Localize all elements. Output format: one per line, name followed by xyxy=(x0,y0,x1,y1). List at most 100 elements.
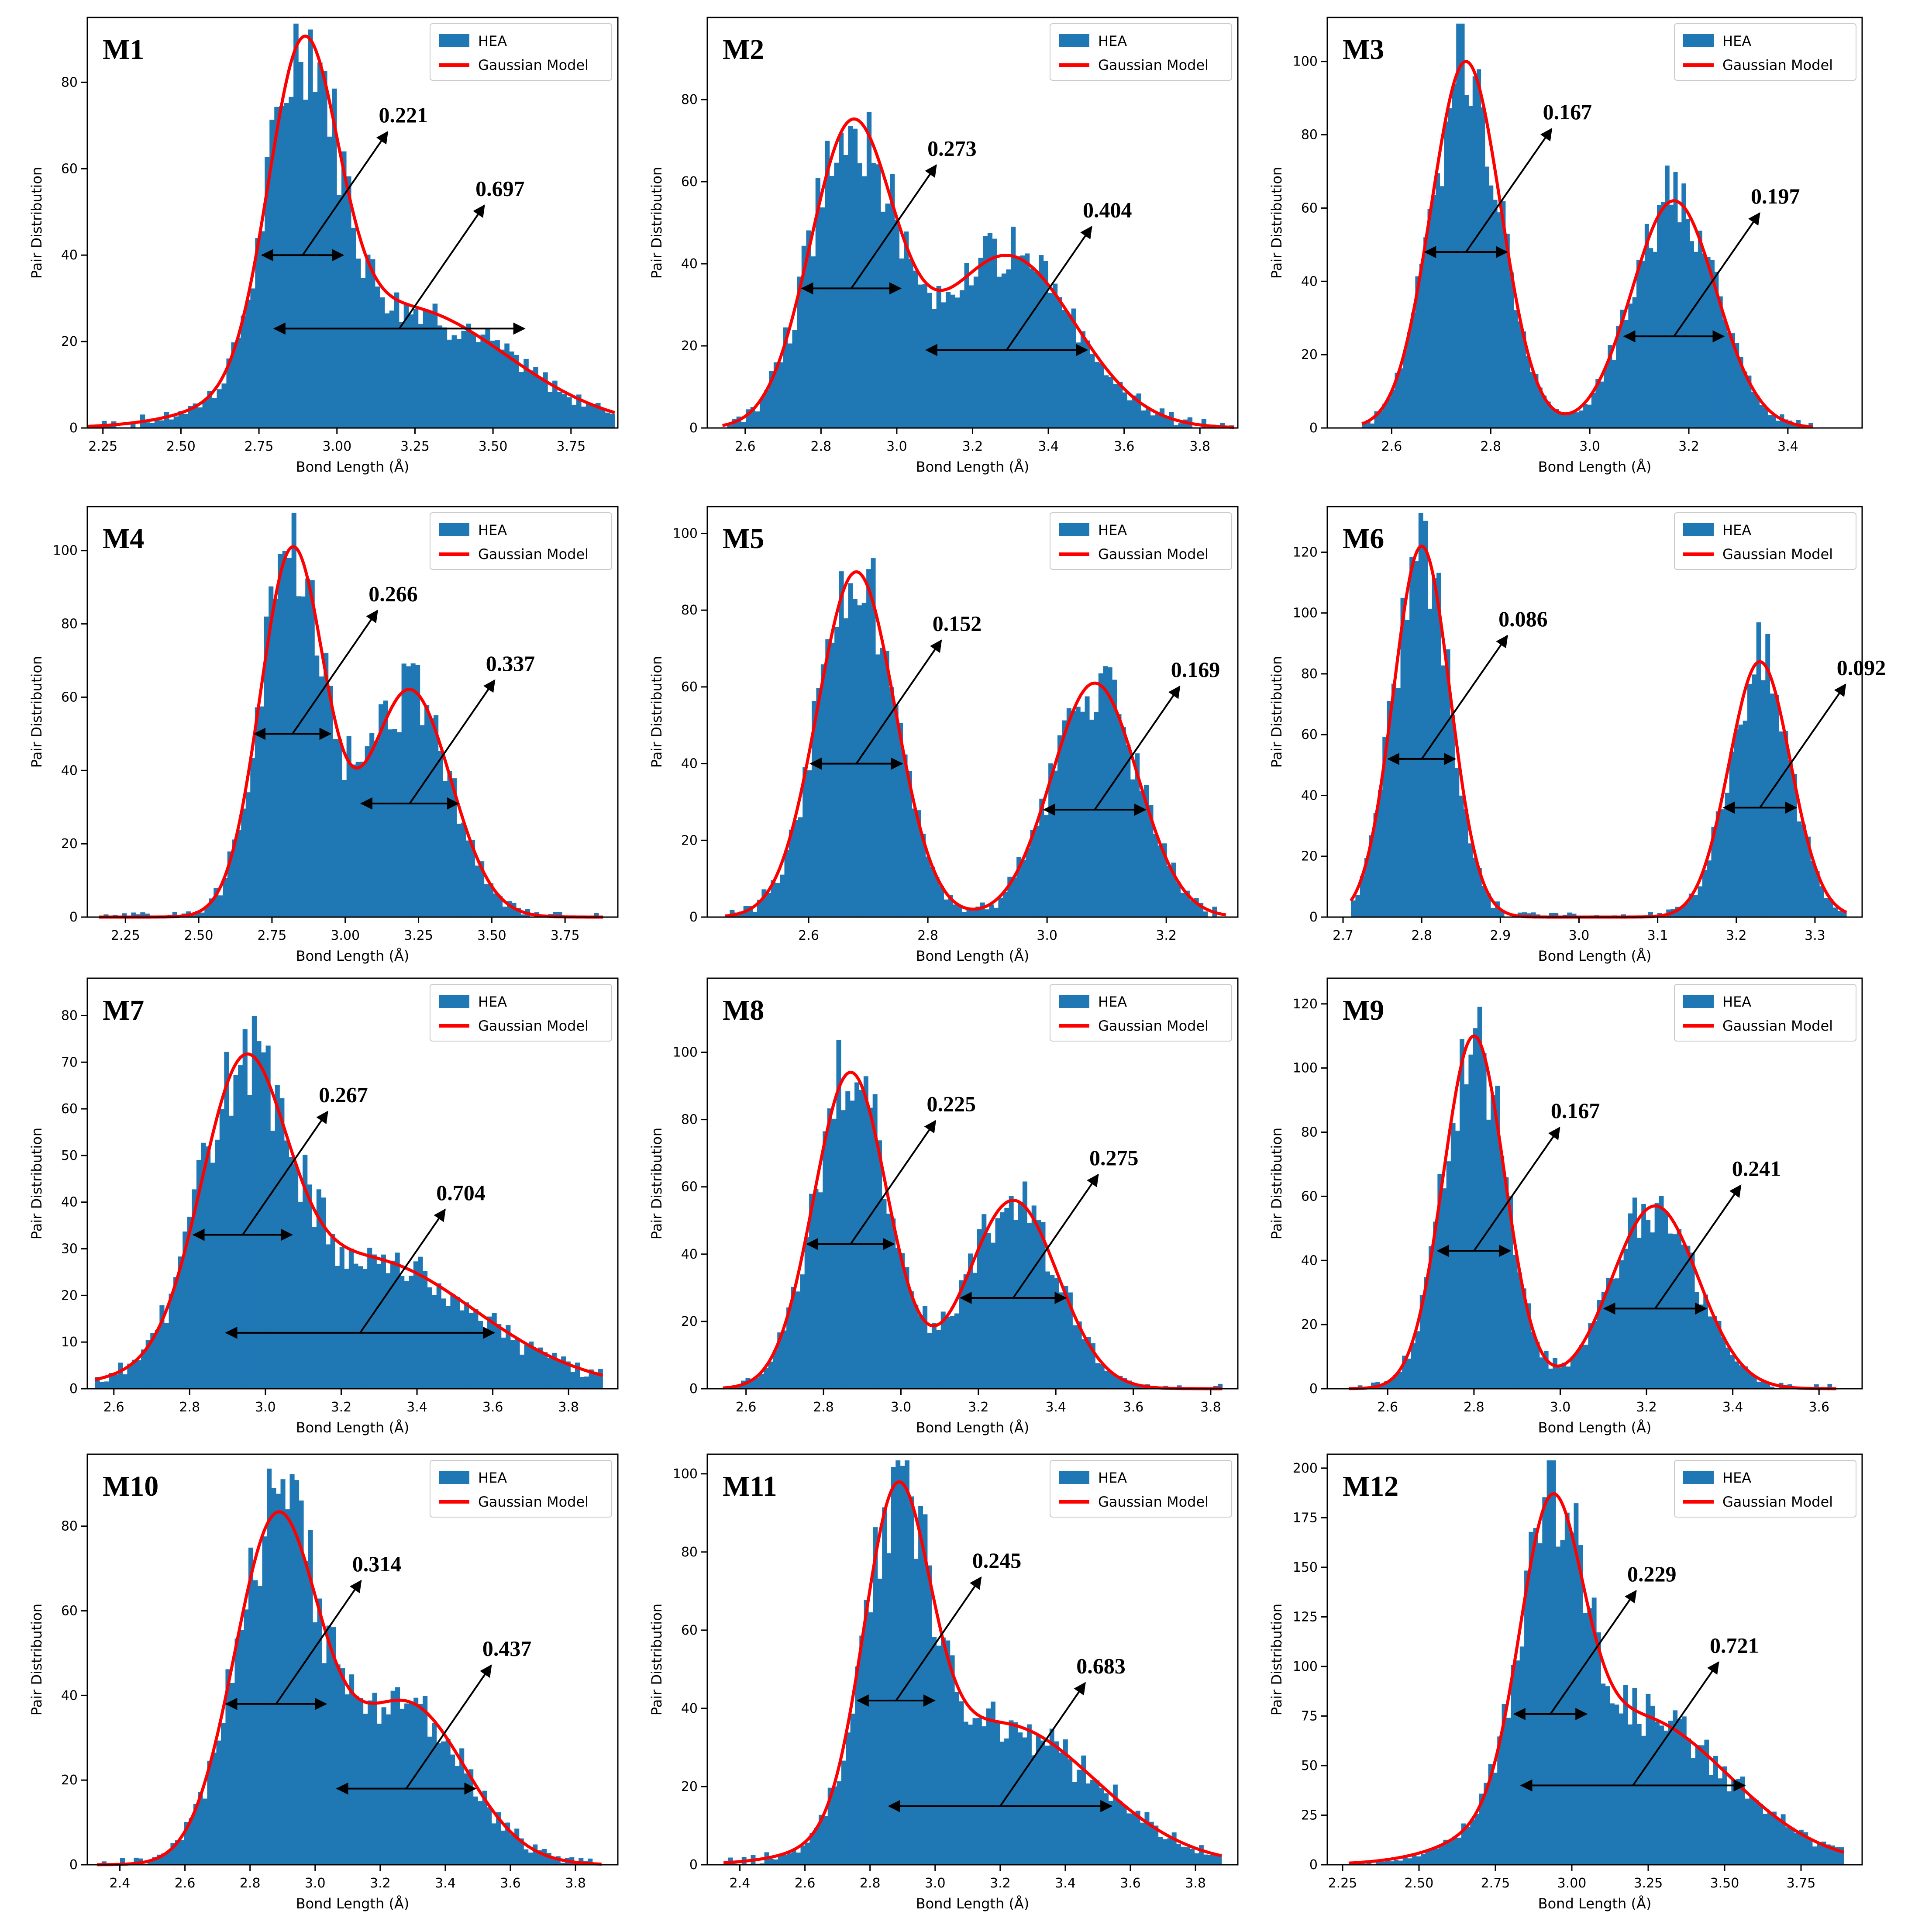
gaussian-fit-line xyxy=(1361,60,1813,429)
hist-bar xyxy=(1131,1813,1136,1865)
panel-title: M7 xyxy=(103,994,144,1026)
hist-bar xyxy=(1434,1848,1439,1865)
fwhm-annotation: 0.092 xyxy=(1722,655,1886,814)
hist-bar xyxy=(1099,363,1104,428)
legend-swatch-hea xyxy=(439,523,469,536)
hist-bar xyxy=(156,1854,162,1865)
hist-bar xyxy=(1767,1812,1772,1865)
hist-bar xyxy=(245,300,251,428)
hist-bar xyxy=(1738,724,1743,917)
fwhm-value-label: 0.266 xyxy=(369,581,418,606)
x-tick-label: 2.8 xyxy=(1464,1400,1484,1415)
panel-title: M3 xyxy=(1343,34,1384,66)
hist-bar xyxy=(1763,407,1768,428)
hist-bar xyxy=(183,1231,188,1389)
hist-bar xyxy=(987,233,993,428)
hist-bar xyxy=(932,309,937,428)
hist-bar xyxy=(278,554,283,917)
hist-bar xyxy=(1164,417,1169,428)
y-tick-label: 200 xyxy=(1293,1461,1318,1476)
x-axis-label: Bond Length (Å) xyxy=(916,948,1030,964)
legend: HEA Gaussian Model xyxy=(430,512,612,570)
y-tick-label: 100 xyxy=(1293,1061,1318,1076)
hist-bar xyxy=(1388,1379,1394,1389)
hist-bar xyxy=(809,1194,814,1389)
hist-bar xyxy=(289,97,294,428)
hist-bar xyxy=(995,1722,1000,1865)
x-tick-label: 2.25 xyxy=(88,439,117,454)
x-tick-label: 3.4 xyxy=(1038,439,1059,454)
hist-bar xyxy=(1675,907,1680,917)
hist-bar xyxy=(1141,410,1146,428)
hist-bar xyxy=(381,1254,386,1389)
y-axis-label: Pair Distribution xyxy=(1268,1604,1285,1715)
y-tick-label: 0 xyxy=(69,910,78,925)
hist-bar xyxy=(745,409,751,428)
hist-bar xyxy=(247,1095,252,1389)
hist-bar xyxy=(173,1277,179,1389)
chart-panel-m11: 2.4 2.6 2.8 3.0 3.2 3.4 3.6 3.8 0 20 40 60 80 100 Bond… xyxy=(648,1453,1239,1912)
hist-bar xyxy=(1491,1095,1495,1389)
hist-bar xyxy=(528,370,534,428)
y-tick-label: 100 xyxy=(1293,606,1318,621)
hist-bar xyxy=(1463,808,1468,917)
hist-bar xyxy=(1212,1854,1217,1865)
hist-bar xyxy=(1543,1350,1549,1389)
hist-bar xyxy=(1090,1780,1095,1865)
hist-bar xyxy=(238,1065,243,1389)
x-tick-label: 2.25 xyxy=(111,928,140,943)
x-tick-label: 2.4 xyxy=(730,1876,751,1891)
hist-bar xyxy=(605,412,610,428)
y-tick-label: 0 xyxy=(689,1381,698,1397)
hist-bar xyxy=(556,1361,561,1389)
legend-label-gaussian: Gaussian Model xyxy=(1098,1494,1209,1510)
hist-bar xyxy=(1162,843,1167,917)
hist-bar xyxy=(164,412,169,428)
hist-bar xyxy=(355,762,361,917)
hist-bar xyxy=(1702,869,1707,917)
hist-bar xyxy=(429,718,434,917)
hist-bar xyxy=(986,1233,991,1389)
hist-bar xyxy=(992,238,997,428)
hist-bar xyxy=(1022,1181,1027,1389)
y-tick-label: 80 xyxy=(61,1519,78,1534)
hist-bar xyxy=(324,653,329,917)
legend-box xyxy=(430,1460,612,1518)
hist-bar xyxy=(173,416,179,428)
hist-bar xyxy=(1725,793,1730,917)
x-tick-label: 3.0 xyxy=(1569,928,1590,943)
hist-bar xyxy=(1455,1131,1460,1389)
panel-title: M12 xyxy=(1343,1470,1398,1502)
hist-bar xyxy=(1099,1788,1104,1865)
hist-bar xyxy=(161,1853,166,1865)
hist-bar xyxy=(179,1840,185,1865)
hist-bar xyxy=(1374,411,1379,428)
hist-bar xyxy=(465,840,471,917)
hist-bar xyxy=(1045,1746,1050,1865)
hist-bar xyxy=(551,1352,557,1389)
x-tick-label: 3.2 xyxy=(990,1876,1011,1891)
hist-bar xyxy=(195,911,200,917)
hist-bar xyxy=(1089,719,1094,917)
hist-bar xyxy=(1080,331,1086,428)
hist-bar xyxy=(1018,1732,1023,1865)
hist-bar xyxy=(1519,1646,1525,1865)
y-tick-label: 80 xyxy=(61,75,78,90)
hist-bar xyxy=(353,1263,358,1389)
hist-bar xyxy=(1385,1861,1390,1865)
hist-bar xyxy=(475,865,480,917)
hist-bar xyxy=(319,676,324,917)
hist-bar xyxy=(1423,237,1428,428)
hist-bar xyxy=(1058,1753,1064,1865)
hist-bar xyxy=(768,1858,774,1865)
hist-bar xyxy=(1391,389,1395,428)
hist-bar xyxy=(1020,255,1025,428)
hist-bar xyxy=(957,906,962,917)
hist-bar xyxy=(368,1700,373,1865)
hist-bar xyxy=(787,1853,792,1865)
fwhm-pointer-arrow xyxy=(1465,128,1553,253)
hist-bar xyxy=(1560,1539,1565,1865)
hist-bar xyxy=(1538,387,1543,428)
x-tick-label: 3.0 xyxy=(305,1876,326,1891)
hist-bar xyxy=(464,1302,469,1389)
